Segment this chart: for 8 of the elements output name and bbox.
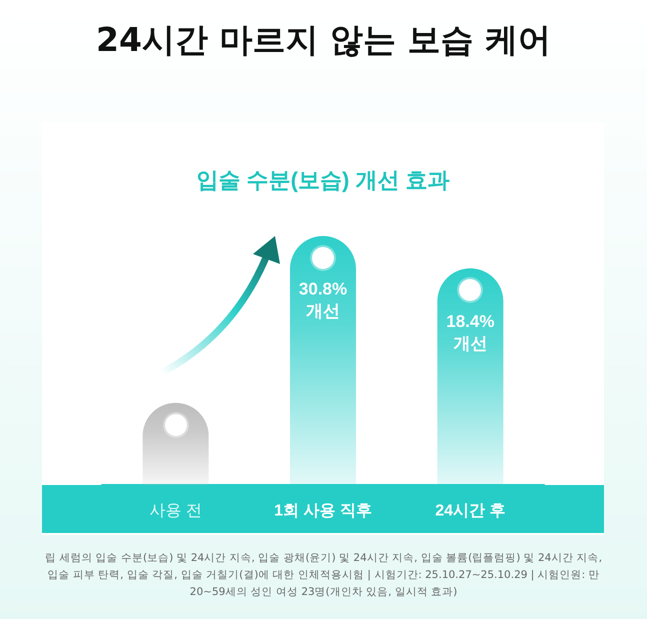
text: 립 세럼의 입술 수분(보습) 및 24시간 지속, 입술 광채(윤기) 및 24시간 지속, 입술 볼륨(립플럼핑) 및 24시간 지속, 입술 피부 탄력, 입술 각질, 입술 거칠기(결)에 대한 인체적용시험 | 시험기간: 25.10.27~25.10.29 | 시험인원: 만 20~59세의 성인 여성 23명(개인차 있음, 일시적 효과): [44, 551, 604, 600]
chart-subtitle: 입술 수분(보습) 개선 효과: [196, 168, 450, 192]
chart-title: 24시간 마르지 않는 보습 케어: [95, 19, 552, 61]
annotation: 18.4% 개선: [446, 312, 494, 353]
annotation: 30.8% 개선: [298, 280, 348, 320]
x-tick-label: 1회 사용 직후: [274, 502, 372, 520]
x-tick-label: 사용 전: [149, 502, 202, 520]
x-tick-label: 24시간 후: [435, 502, 506, 520]
